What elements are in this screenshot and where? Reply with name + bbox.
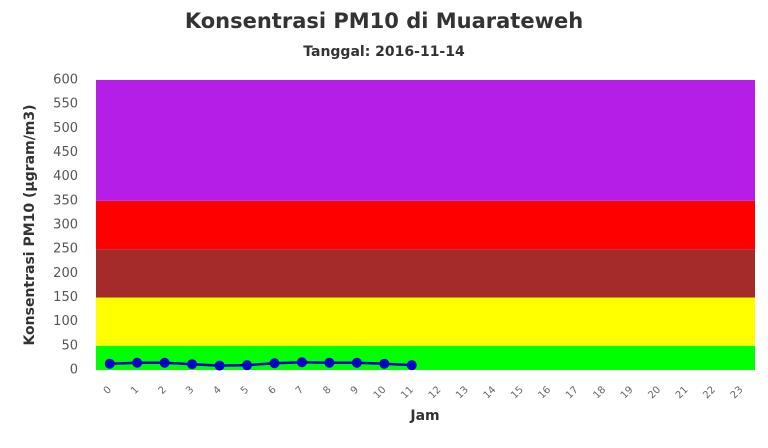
y-tick-label: 600 xyxy=(53,73,78,88)
x-tick-label: 0 xyxy=(102,384,114,396)
x-axis-label: Jam xyxy=(409,408,439,424)
x-tick-label: 14 xyxy=(482,384,499,401)
data-point xyxy=(104,358,115,369)
x-tick-label: 20 xyxy=(646,384,663,401)
x-tick-label: 16 xyxy=(537,384,554,401)
chart-subtitle: Tanggal: 2016-11-14 xyxy=(303,44,465,60)
y-tick-label: 100 xyxy=(53,314,78,329)
x-tick-label: 5 xyxy=(239,384,251,396)
data-point xyxy=(269,358,280,369)
x-tick-label: 6 xyxy=(266,384,278,396)
x-tick-label: 22 xyxy=(701,384,718,401)
y-tick-label: 50 xyxy=(61,338,78,353)
x-tick-label: 11 xyxy=(399,384,416,401)
x-tick-label: 8 xyxy=(321,384,333,396)
data-point xyxy=(379,358,390,369)
x-tick-label: 9 xyxy=(349,384,361,396)
x-tick-label: 21 xyxy=(674,384,691,401)
x-tick-label: 17 xyxy=(564,384,581,401)
y-tick-label: 300 xyxy=(53,218,78,233)
data-point xyxy=(242,360,253,371)
plot-band xyxy=(96,200,755,250)
x-tick-label: 18 xyxy=(591,384,608,401)
y-tick-label: 400 xyxy=(53,169,78,184)
y-tick-label: 500 xyxy=(53,121,78,136)
data-point xyxy=(406,360,417,371)
x-tick-label: 7 xyxy=(294,384,306,396)
y-tick-label: 350 xyxy=(53,193,78,208)
data-point xyxy=(296,357,307,368)
y-tick-label: 150 xyxy=(53,290,78,305)
y-tick-label: 0 xyxy=(70,363,78,378)
x-tick-label: 3 xyxy=(184,384,196,396)
plot-band xyxy=(96,297,755,346)
x-tick-label: 1 xyxy=(129,384,141,396)
y-tick-label: 550 xyxy=(53,97,78,112)
y-tick-label: 450 xyxy=(53,145,78,160)
x-tick-label: 15 xyxy=(509,384,526,401)
data-point xyxy=(187,359,198,370)
data-point xyxy=(324,357,335,368)
data-point xyxy=(214,360,225,371)
y-axis-label: Konsentrasi PM10 (µgram/m3) xyxy=(22,104,38,345)
x-tick-label: 23 xyxy=(729,384,746,401)
x-tick-label: 2 xyxy=(157,384,169,396)
y-tick-label: 250 xyxy=(53,242,78,257)
data-point xyxy=(132,357,143,368)
x-tick-label: 12 xyxy=(427,384,444,401)
x-tick-label: 13 xyxy=(454,384,471,401)
x-tick-label: 4 xyxy=(212,384,224,396)
x-tick-label: 19 xyxy=(619,384,636,401)
y-tick-label: 200 xyxy=(53,266,78,281)
data-point xyxy=(351,357,362,368)
chart-title: Konsentrasi PM10 di Muarateweh xyxy=(185,9,583,33)
x-tick-label: 10 xyxy=(372,384,389,401)
plot-band xyxy=(96,249,755,298)
data-point xyxy=(159,357,170,368)
plot-band xyxy=(96,80,755,201)
